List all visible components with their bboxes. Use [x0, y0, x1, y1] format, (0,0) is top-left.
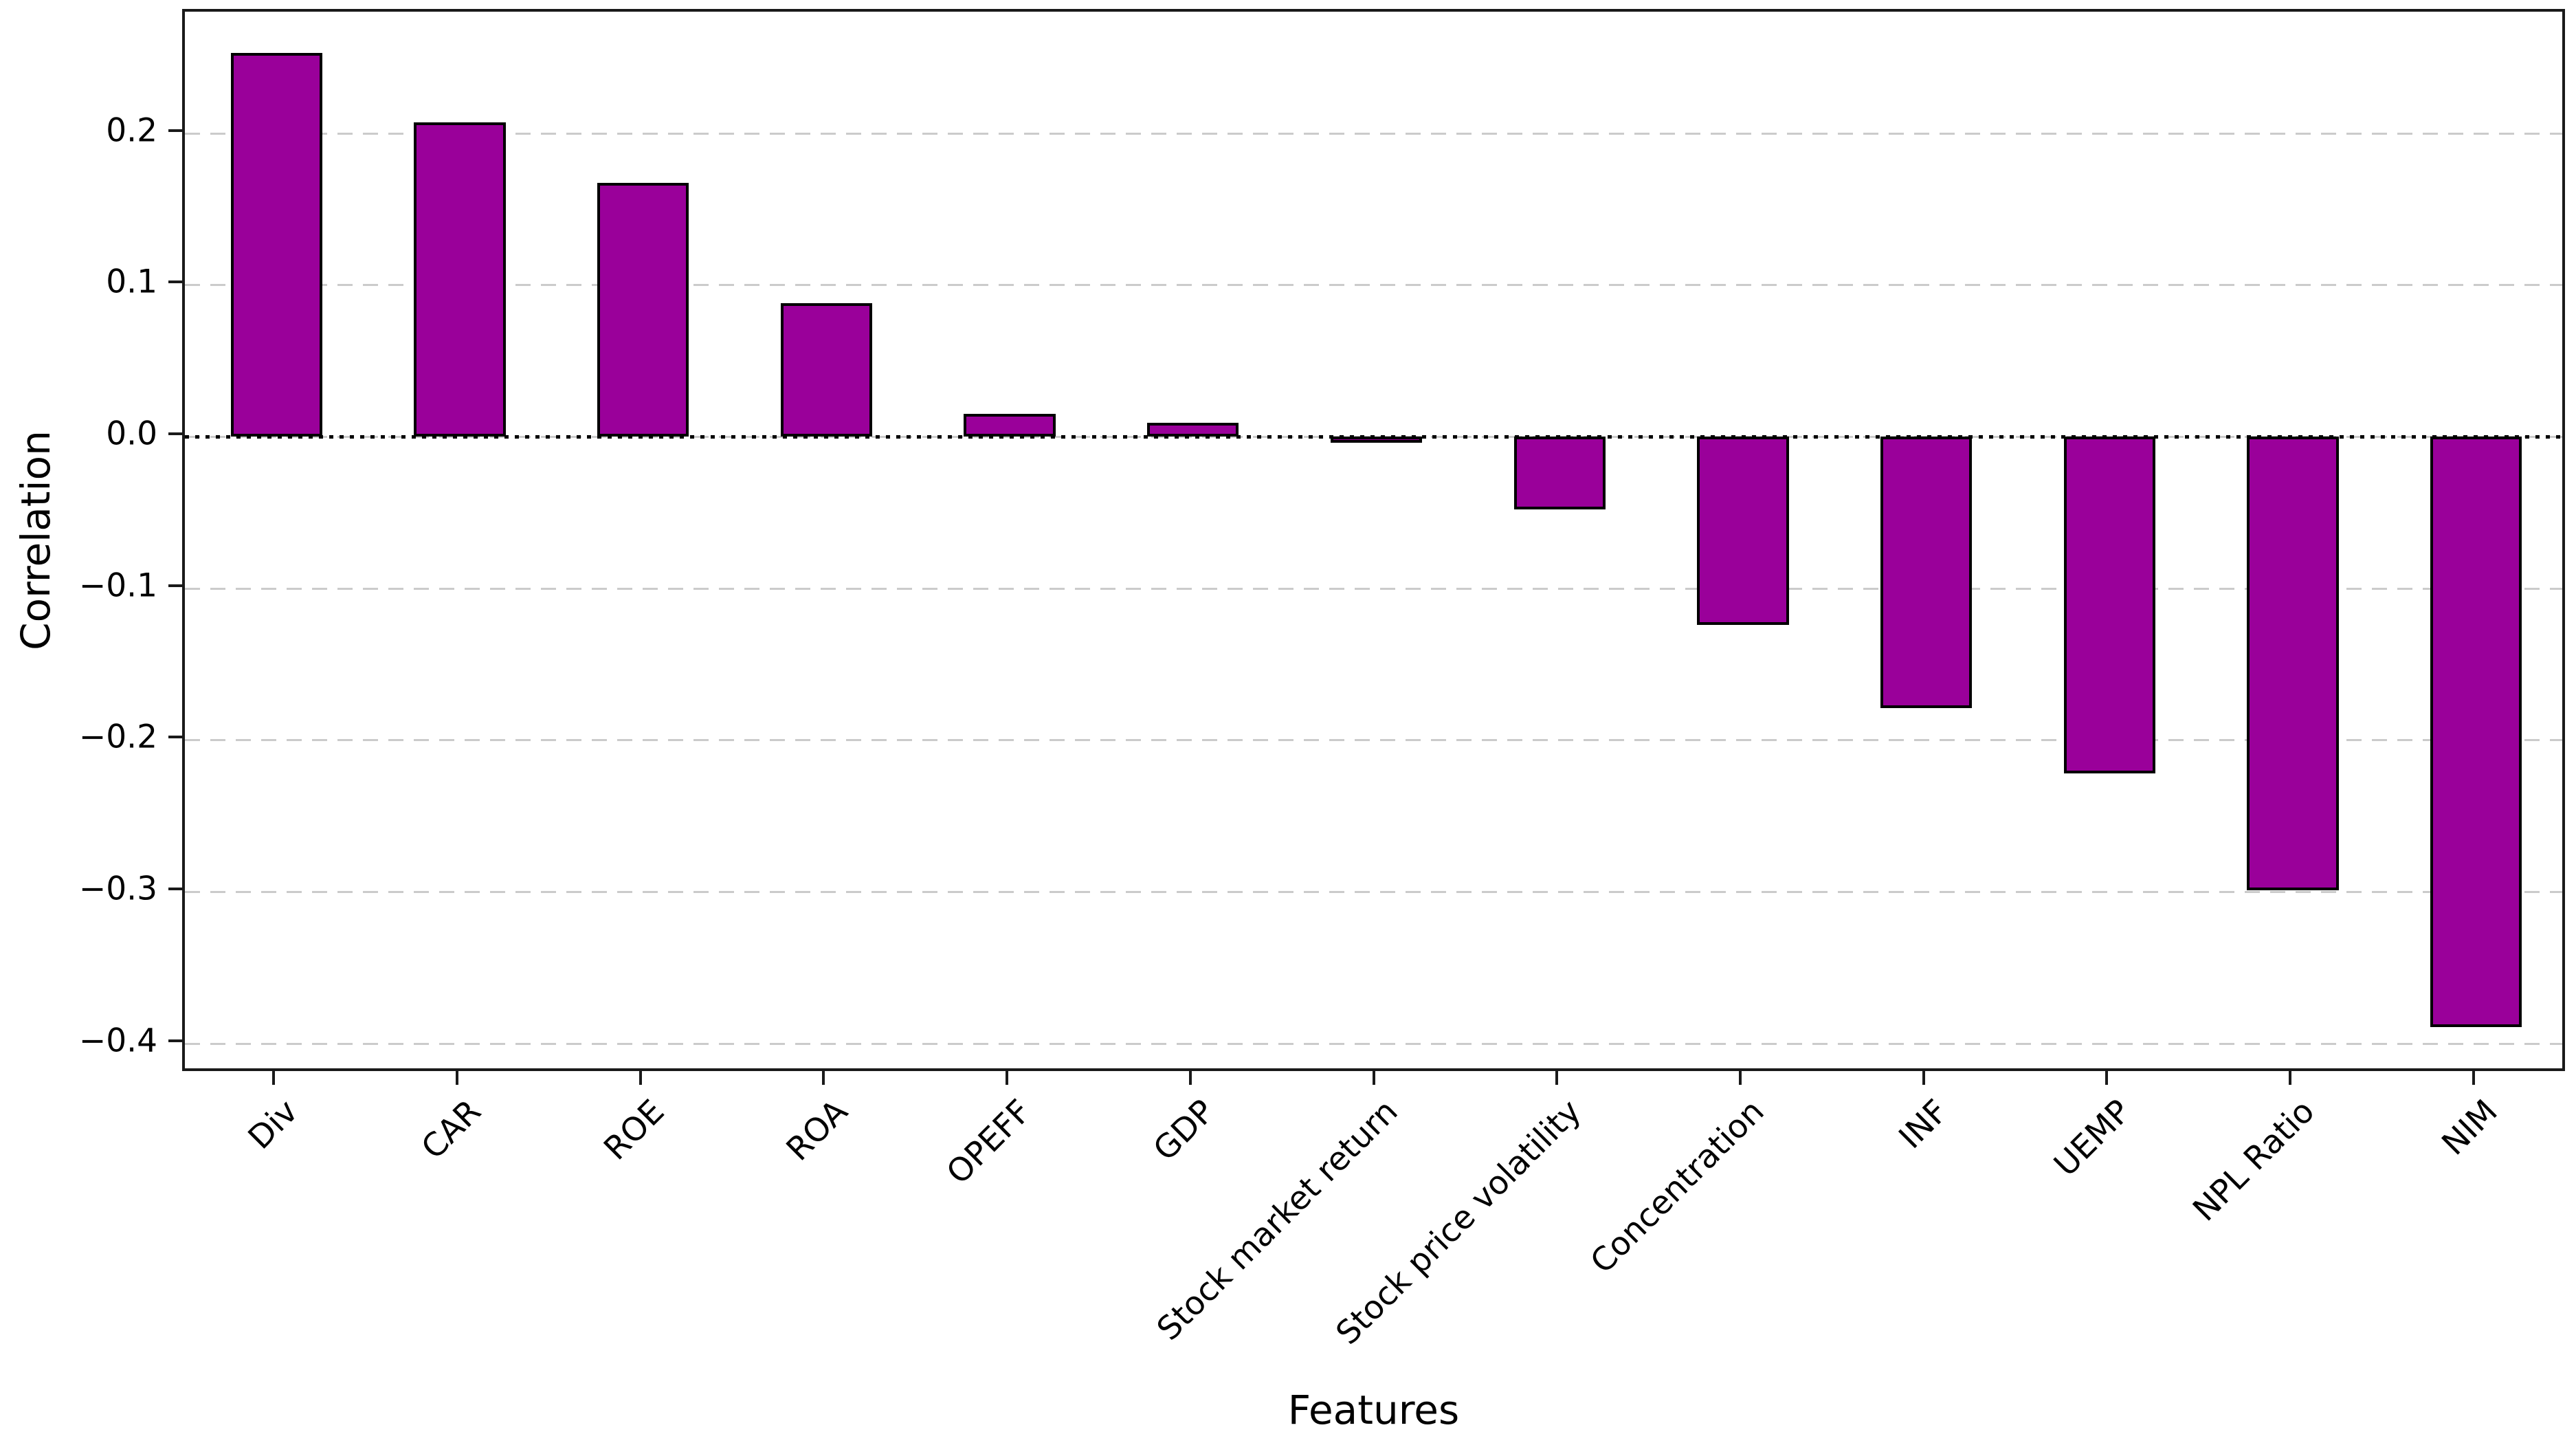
y-axis-label: Correlation	[12, 430, 59, 650]
x-tick-mark	[1555, 1071, 1559, 1085]
bar-inf	[1880, 437, 1973, 709]
y-tick-label: −0.3	[78, 870, 157, 908]
bar-car	[414, 122, 506, 437]
x-tick-label-concentration: Concentration	[1583, 1092, 1772, 1281]
y-tick-mark	[168, 432, 182, 435]
x-tick-mark	[2105, 1071, 2109, 1085]
bar-stock-price-volatility	[1513, 437, 1606, 509]
bar-uemp	[2063, 437, 2155, 773]
y-tick-mark	[168, 584, 182, 587]
bar-gdp	[1147, 423, 1239, 437]
gridline-−0.2	[185, 739, 2562, 742]
zero-line	[185, 435, 2562, 439]
x-tick-mark	[822, 1071, 825, 1085]
bar-concentration	[1697, 437, 1789, 625]
y-tick-mark	[168, 736, 182, 739]
x-tick-mark	[1922, 1071, 1925, 1085]
x-tick-label-npl-ratio: NPL Ratio	[2185, 1092, 2322, 1229]
bar-npl-ratio	[2247, 437, 2339, 890]
x-tick-mark	[456, 1071, 459, 1085]
x-tick-label-opeff: OPEFF	[939, 1092, 1039, 1192]
x-tick-mark	[1372, 1071, 1375, 1085]
x-tick-label-gdp: GDP	[1146, 1092, 1222, 1169]
y-tick-mark	[168, 280, 182, 284]
x-tick-label-nim: NIM	[2434, 1092, 2505, 1163]
y-tick-label: −0.4	[78, 1022, 157, 1060]
bar-opeff	[964, 413, 1056, 437]
y-tick-label: 0.0	[106, 415, 157, 453]
bar-roa	[780, 302, 873, 437]
x-tick-label-roa: ROA	[779, 1092, 856, 1169]
bar-div	[230, 52, 323, 437]
x-tick-mark	[1188, 1071, 1192, 1085]
x-tick-label-div: Div	[241, 1092, 306, 1157]
bar-nim	[2430, 437, 2522, 1027]
x-tick-label-uemp: UEMP	[2047, 1092, 2139, 1185]
gridline-−0.3	[185, 891, 2562, 894]
gridline-0.2	[185, 132, 2562, 135]
x-tick-label-roe: ROE	[597, 1092, 672, 1168]
x-tick-label-car: CAR	[414, 1092, 489, 1167]
plot-area	[182, 9, 2565, 1071]
x-axis-label: Features	[1287, 1387, 1460, 1433]
bar-roe	[597, 183, 689, 437]
x-tick-mark	[639, 1071, 642, 1085]
x-tick-mark	[1738, 1071, 1742, 1085]
y-tick-label: 0.1	[106, 263, 157, 301]
y-tick-label: −0.2	[78, 718, 157, 756]
x-tick-mark	[2288, 1071, 2291, 1085]
gridline-0.1	[185, 284, 2562, 287]
y-tick-label: −0.1	[78, 566, 157, 605]
gridline-−0.1	[185, 587, 2562, 590]
y-tick-label: 0.2	[106, 111, 157, 150]
y-tick-mark	[168, 888, 182, 891]
x-tick-mark	[1006, 1071, 1009, 1085]
gridline-−0.4	[185, 1042, 2562, 1045]
y-tick-mark	[168, 1039, 182, 1042]
x-tick-label-inf: INF	[1891, 1092, 1955, 1156]
x-tick-mark	[272, 1071, 276, 1085]
y-tick-mark	[168, 129, 182, 132]
x-tick-mark	[2472, 1071, 2475, 1085]
